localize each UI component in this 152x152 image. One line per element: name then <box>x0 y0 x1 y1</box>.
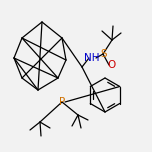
Text: O: O <box>107 60 115 70</box>
Text: P: P <box>59 97 65 107</box>
Text: S: S <box>101 49 107 59</box>
Text: NH: NH <box>84 53 100 63</box>
